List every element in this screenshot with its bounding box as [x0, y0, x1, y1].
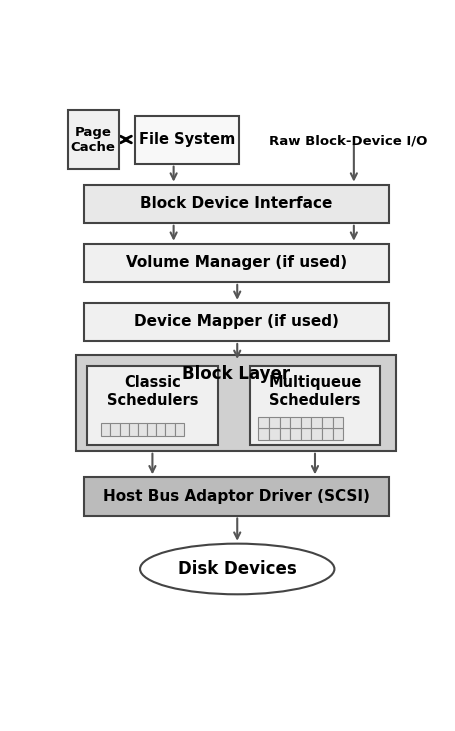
- Bar: [128, 423, 137, 436]
- Bar: [321, 417, 332, 428]
- FancyBboxPatch shape: [76, 355, 395, 451]
- Text: Disk Devices: Disk Devices: [177, 560, 296, 578]
- Text: Block Device Interface: Block Device Interface: [140, 196, 332, 211]
- Bar: [279, 417, 290, 428]
- Bar: [258, 417, 268, 428]
- Text: Page
Cache: Page Cache: [71, 126, 116, 154]
- Bar: [279, 428, 290, 439]
- Bar: [258, 428, 268, 439]
- Bar: [174, 423, 183, 436]
- FancyBboxPatch shape: [87, 366, 217, 445]
- Text: Host Bus Adaptor Driver (SCSI): Host Bus Adaptor Driver (SCSI): [103, 489, 369, 504]
- Text: Raw Block-Device I/O: Raw Block-Device I/O: [268, 134, 426, 147]
- Bar: [321, 428, 332, 439]
- Bar: [300, 428, 311, 439]
- Bar: [119, 423, 128, 436]
- Bar: [165, 423, 174, 436]
- Text: Device Mapper (if used): Device Mapper (if used): [134, 314, 338, 330]
- Bar: [137, 423, 147, 436]
- Bar: [289, 428, 300, 439]
- Ellipse shape: [140, 544, 334, 594]
- Text: Block Layer: Block Layer: [182, 366, 290, 383]
- FancyBboxPatch shape: [67, 110, 119, 170]
- FancyBboxPatch shape: [83, 303, 389, 341]
- Bar: [156, 423, 165, 436]
- Bar: [101, 423, 110, 436]
- Bar: [268, 428, 279, 439]
- Bar: [300, 417, 311, 428]
- Bar: [311, 428, 321, 439]
- Text: File System: File System: [138, 132, 234, 147]
- Bar: [110, 423, 119, 436]
- Bar: [332, 428, 343, 439]
- FancyBboxPatch shape: [83, 243, 389, 282]
- Bar: [311, 417, 321, 428]
- FancyBboxPatch shape: [83, 477, 389, 515]
- FancyBboxPatch shape: [135, 116, 238, 164]
- FancyBboxPatch shape: [249, 366, 379, 445]
- Bar: [332, 417, 343, 428]
- Bar: [289, 417, 300, 428]
- FancyBboxPatch shape: [83, 184, 389, 223]
- Text: Volume Manager (if used): Volume Manager (if used): [126, 255, 346, 270]
- Bar: [268, 417, 279, 428]
- Bar: [147, 423, 156, 436]
- Text: Classic
Schedulers: Classic Schedulers: [106, 376, 198, 408]
- Text: Multiqueue
Schedulers: Multiqueue Schedulers: [268, 376, 361, 408]
